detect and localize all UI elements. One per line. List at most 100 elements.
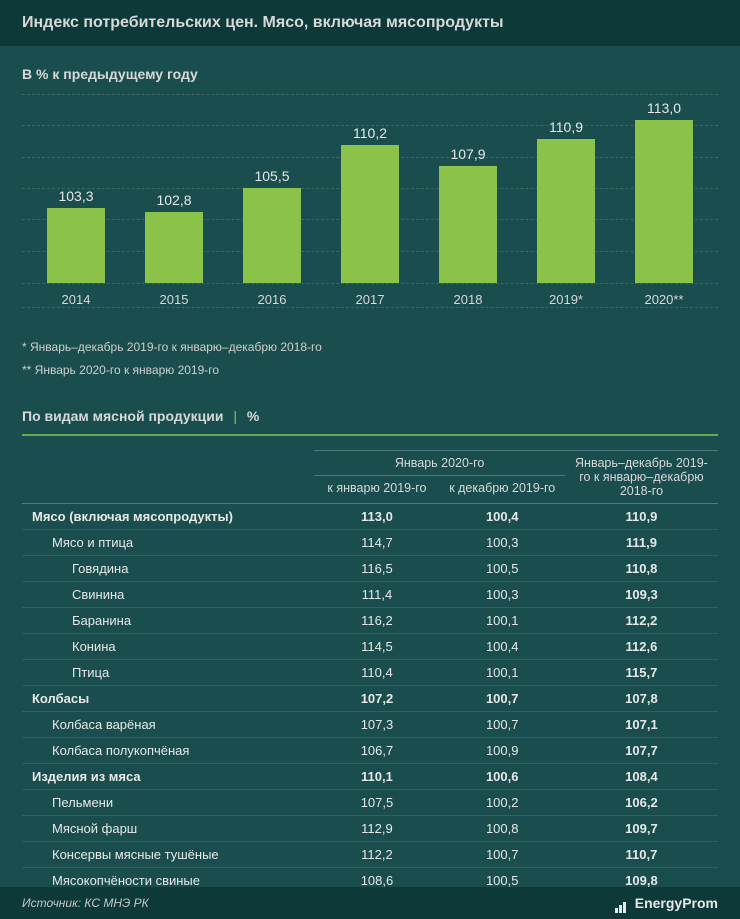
row-label: Консервы мясные тушёные [22, 841, 314, 867]
row-value: 107,2 [314, 685, 439, 711]
source-text: Источник: КС МНЭ РК [22, 896, 149, 910]
bar [537, 139, 595, 283]
row-label: Колбаса варёная [22, 711, 314, 737]
x-axis-label: 2018 [419, 292, 517, 307]
x-axis-label: 2016 [223, 292, 321, 307]
table-header-col2: к январю 2019-го [314, 475, 439, 503]
row-value: 100,3 [440, 581, 565, 607]
bar [635, 120, 693, 283]
table-row: Колбаса варёная107,3100,7107,1 [22, 711, 718, 737]
row-value: 100,1 [440, 607, 565, 633]
row-value: 114,7 [314, 529, 439, 555]
row-value: 100,4 [440, 503, 565, 529]
row-value: 107,5 [314, 789, 439, 815]
row-label: Колбаса полукопчёная [22, 737, 314, 763]
row-value: 110,7 [565, 841, 718, 867]
row-label: Изделия из мяса [22, 763, 314, 789]
footnote-line: * Январь–декабрь 2019-го к январю–декабр… [22, 336, 718, 359]
row-value: 110,4 [314, 659, 439, 685]
table-header-group: Январь 2020-го [314, 450, 565, 475]
bar [243, 188, 301, 283]
row-value: 106,7 [314, 737, 439, 763]
chart-subtitle: В % к предыдущему году [22, 66, 718, 82]
table-section-unit: % [247, 408, 259, 424]
table-row: Мясной фарш112,9100,8109,7 [22, 815, 718, 841]
table-row: Колбасы107,2100,7107,8 [22, 685, 718, 711]
brand-logo: EnergyProm [615, 895, 718, 911]
row-label: Конина [22, 633, 314, 659]
bar-value-label: 110,9 [549, 119, 583, 135]
row-value: 109,7 [565, 815, 718, 841]
data-table: Январь 2020-го Январь–декабрь 2019-го к … [22, 450, 718, 894]
table-row: Колбаса полукопчёная106,7100,9107,7 [22, 737, 718, 763]
row-value: 107,8 [565, 685, 718, 711]
row-label: Мясной фарш [22, 815, 314, 841]
page-title: Индекс потребительских цен. Мясо, включа… [0, 0, 740, 46]
brand-text: EnergyProm [635, 895, 718, 911]
footnote-line: ** Январь 2020-го к январю 2019-го [22, 359, 718, 382]
x-axis-label: 2020** [615, 292, 713, 307]
bar-col: 102,8 [125, 192, 223, 283]
x-axis-label: 2014 [27, 292, 125, 307]
bar [145, 212, 203, 283]
table-row: Пельмени107,5100,2106,2 [22, 789, 718, 815]
row-value: 100,7 [440, 685, 565, 711]
row-label: Птица [22, 659, 314, 685]
row-value: 110,9 [565, 503, 718, 529]
table-section-label: По видам мясной продукции [22, 408, 224, 424]
row-value: 112,6 [565, 633, 718, 659]
row-value: 107,1 [565, 711, 718, 737]
bar-value-label: 113,0 [647, 100, 681, 116]
row-value: 100,2 [440, 789, 565, 815]
bar-col: 103,3 [27, 188, 125, 283]
row-value: 100,9 [440, 737, 565, 763]
table-section-title: По видам мясной продукции | % [22, 408, 718, 436]
row-value: 100,3 [440, 529, 565, 555]
row-label: Колбасы [22, 685, 314, 711]
bar-value-label: 110,2 [353, 125, 387, 141]
row-value: 110,1 [314, 763, 439, 789]
table-row: Консервы мясные тушёные112,2100,7110,7 [22, 841, 718, 867]
brand-icon [615, 897, 631, 909]
row-value: 111,9 [565, 529, 718, 555]
row-value: 116,2 [314, 607, 439, 633]
table-row: Конина114,5100,4112,6 [22, 633, 718, 659]
bar [47, 208, 105, 283]
row-value: 107,7 [565, 737, 718, 763]
row-label: Говядина [22, 555, 314, 581]
row-label: Мясо и птица [22, 529, 314, 555]
table-row: Говядина116,5100,5110,8 [22, 555, 718, 581]
bar-value-label: 103,3 [58, 188, 93, 204]
footer: Источник: КС МНЭ РК EnergyProm [0, 887, 740, 919]
row-value: 100,1 [440, 659, 565, 685]
bar-chart: 103,3 102,8 105,5 110,2 107,9 110,9 113,0 2014… [22, 94, 718, 308]
row-value: 100,6 [440, 763, 565, 789]
bar-col: 105,5 [223, 168, 321, 283]
row-label: Мясо (включая мясопродукты) [22, 503, 314, 529]
bar-value-label: 105,5 [254, 168, 289, 184]
chart-footnotes: * Январь–декабрь 2019-го к январю–декабр… [22, 326, 718, 382]
bar-col: 107,9 [419, 146, 517, 283]
bar-col: 110,2 [321, 125, 419, 283]
row-value: 109,3 [565, 581, 718, 607]
table-section-sep: | [233, 408, 237, 424]
table-row: Изделия из мяса110,1100,6108,4 [22, 763, 718, 789]
row-value: 100,8 [440, 815, 565, 841]
row-value: 107,3 [314, 711, 439, 737]
bar-value-label: 102,8 [156, 192, 191, 208]
row-value: 111,4 [314, 581, 439, 607]
table-row: Свинина111,4100,3109,3 [22, 581, 718, 607]
row-label: Пельмени [22, 789, 314, 815]
row-value: 100,7 [440, 711, 565, 737]
table-row: Птица110,4100,1115,7 [22, 659, 718, 685]
row-value: 114,5 [314, 633, 439, 659]
bar [341, 145, 399, 283]
row-value: 112,2 [314, 841, 439, 867]
row-label: Баранина [22, 607, 314, 633]
row-value: 100,7 [440, 841, 565, 867]
row-value: 106,2 [565, 789, 718, 815]
x-axis-label: 2017 [321, 292, 419, 307]
bar [439, 166, 497, 283]
table-header-col4: Январь–декабрь 2019-го к январю–декабрю … [565, 450, 718, 503]
row-value: 112,9 [314, 815, 439, 841]
